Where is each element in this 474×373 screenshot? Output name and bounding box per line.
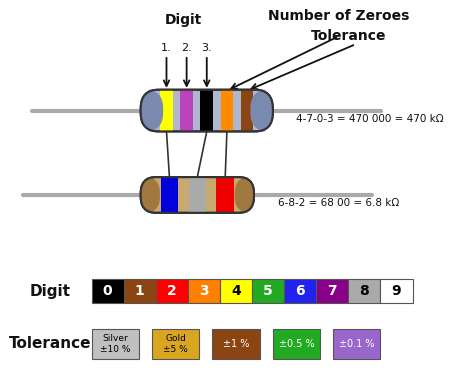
Bar — [273, 329, 320, 359]
Text: 1.: 1. — [161, 43, 172, 53]
Bar — [217, 177, 234, 213]
FancyBboxPatch shape — [141, 90, 163, 131]
FancyBboxPatch shape — [250, 90, 273, 131]
FancyBboxPatch shape — [141, 177, 160, 213]
Text: 2.: 2. — [181, 43, 192, 53]
Bar — [381, 279, 412, 303]
Bar — [220, 279, 252, 303]
Text: ±0.1 %: ±0.1 % — [339, 339, 374, 349]
FancyBboxPatch shape — [141, 177, 254, 213]
Bar — [91, 329, 139, 359]
Text: 7: 7 — [328, 284, 337, 298]
Text: 9: 9 — [392, 284, 401, 298]
Text: Silver
±10 %: Silver ±10 % — [100, 334, 130, 354]
Text: 6-8-2 = 68 00 = 6.8 kΩ: 6-8-2 = 68 00 = 6.8 kΩ — [278, 198, 399, 208]
Bar — [91, 279, 124, 303]
Text: 1: 1 — [135, 284, 145, 298]
Text: Digit: Digit — [164, 13, 202, 27]
Bar — [156, 279, 188, 303]
Text: 4: 4 — [231, 284, 241, 298]
Bar — [220, 90, 233, 131]
Text: Tolerance: Tolerance — [310, 29, 386, 43]
Bar — [201, 90, 213, 131]
Text: 3.: 3. — [201, 43, 212, 53]
Text: 0: 0 — [103, 284, 112, 298]
FancyBboxPatch shape — [235, 177, 254, 213]
Bar — [189, 177, 206, 213]
Bar — [252, 279, 284, 303]
Bar — [161, 177, 178, 213]
Text: 5: 5 — [263, 284, 273, 298]
Text: Digit: Digit — [29, 284, 71, 299]
Text: ±1 %: ±1 % — [223, 339, 249, 349]
Text: Gold
±5 %: Gold ±5 % — [163, 334, 188, 354]
Bar — [124, 279, 156, 303]
Bar — [180, 90, 193, 131]
Bar — [160, 90, 173, 131]
Bar — [152, 329, 199, 359]
Text: 4-7-0-3 = 470 000 = 470 kΩ: 4-7-0-3 = 470 000 = 470 kΩ — [296, 113, 444, 123]
FancyBboxPatch shape — [141, 90, 273, 131]
Text: ±0.5 %: ±0.5 % — [279, 339, 314, 349]
Bar — [212, 329, 260, 359]
Bar — [241, 90, 253, 131]
Text: 3: 3 — [199, 284, 209, 298]
Text: 8: 8 — [359, 284, 369, 298]
Text: Tolerance: Tolerance — [9, 336, 91, 351]
Text: Number of Zeroes: Number of Zeroes — [268, 9, 410, 23]
Bar — [348, 279, 381, 303]
Bar — [333, 329, 381, 359]
Bar — [284, 279, 316, 303]
Bar — [188, 279, 220, 303]
Bar — [316, 279, 348, 303]
Text: 2: 2 — [167, 284, 177, 298]
Text: 6: 6 — [295, 284, 305, 298]
